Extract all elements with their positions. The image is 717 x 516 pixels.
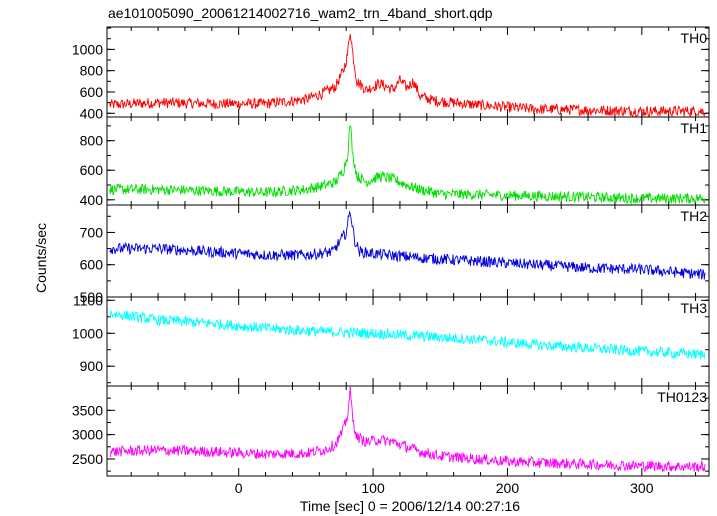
panel-label: TH1 — [681, 120, 708, 136]
panel-label: TH0 — [681, 30, 708, 46]
lightcurve-th2 — [109, 210, 706, 280]
x-tick-label: 300 — [630, 480, 654, 496]
lightcurve-th1 — [109, 124, 706, 205]
y-tick-label: 500 — [80, 289, 104, 305]
x-tick-label: 200 — [496, 480, 520, 496]
x-tick-label: 0 — [235, 480, 243, 496]
panel-th2: 500 600 700 TH2 — [80, 204, 710, 305]
y-tick-label: 400 — [80, 192, 104, 208]
panel-frame — [106, 385, 710, 477]
panel-th3: 900 1000 1100 TH3 — [72, 292, 710, 387]
y-axis-label: Counts/sec — [33, 223, 49, 293]
lightcurve-th0123 — [109, 386, 706, 473]
panel-label: TH2 — [681, 208, 708, 224]
y-tick-label: 400 — [80, 105, 104, 121]
panel-frame — [106, 26, 710, 118]
y-tick-label: 600 — [80, 162, 104, 178]
y-tick-label: 800 — [80, 133, 104, 149]
y-tick-label: 600 — [80, 84, 104, 100]
figure-title: ae101005090_20061214002716_wam2_trn_4ban… — [108, 5, 493, 21]
panel-label: TH3 — [681, 300, 708, 316]
y-tick-label: 900 — [80, 358, 104, 374]
lightcurve-th0 — [109, 33, 706, 117]
panel-th0: 400 600 800 1000 TH0 — [72, 26, 710, 121]
y-tick-label: 600 — [80, 257, 104, 273]
panel-th1: 400 600 800 TH1 — [80, 116, 710, 208]
y-tick-label: 2500 — [72, 451, 103, 467]
panel-frame — [106, 296, 710, 387]
panel-label: TH0123 — [657, 389, 707, 405]
y-tick-label: 800 — [80, 63, 104, 79]
x-tick-label: 100 — [361, 480, 385, 496]
y-tick-label: 3000 — [72, 427, 103, 443]
lightcurve-th3 — [109, 310, 706, 360]
y-tick-label: 1100 — [73, 292, 103, 308]
panel-th0123: 2500 3000 3500 TH0123 — [72, 385, 710, 477]
panels: 4006008001000TH0400600800TH1500600700TH2… — [72, 26, 710, 496]
y-tick-label: 1000 — [72, 325, 103, 341]
y-tick-label: 3500 — [72, 402, 103, 418]
y-tick-label: 1000 — [72, 41, 103, 57]
x-axis-label: Time [sec] 0 = 2006/12/14 00:27:16 — [300, 498, 520, 514]
y-tick-label: 700 — [80, 224, 104, 240]
